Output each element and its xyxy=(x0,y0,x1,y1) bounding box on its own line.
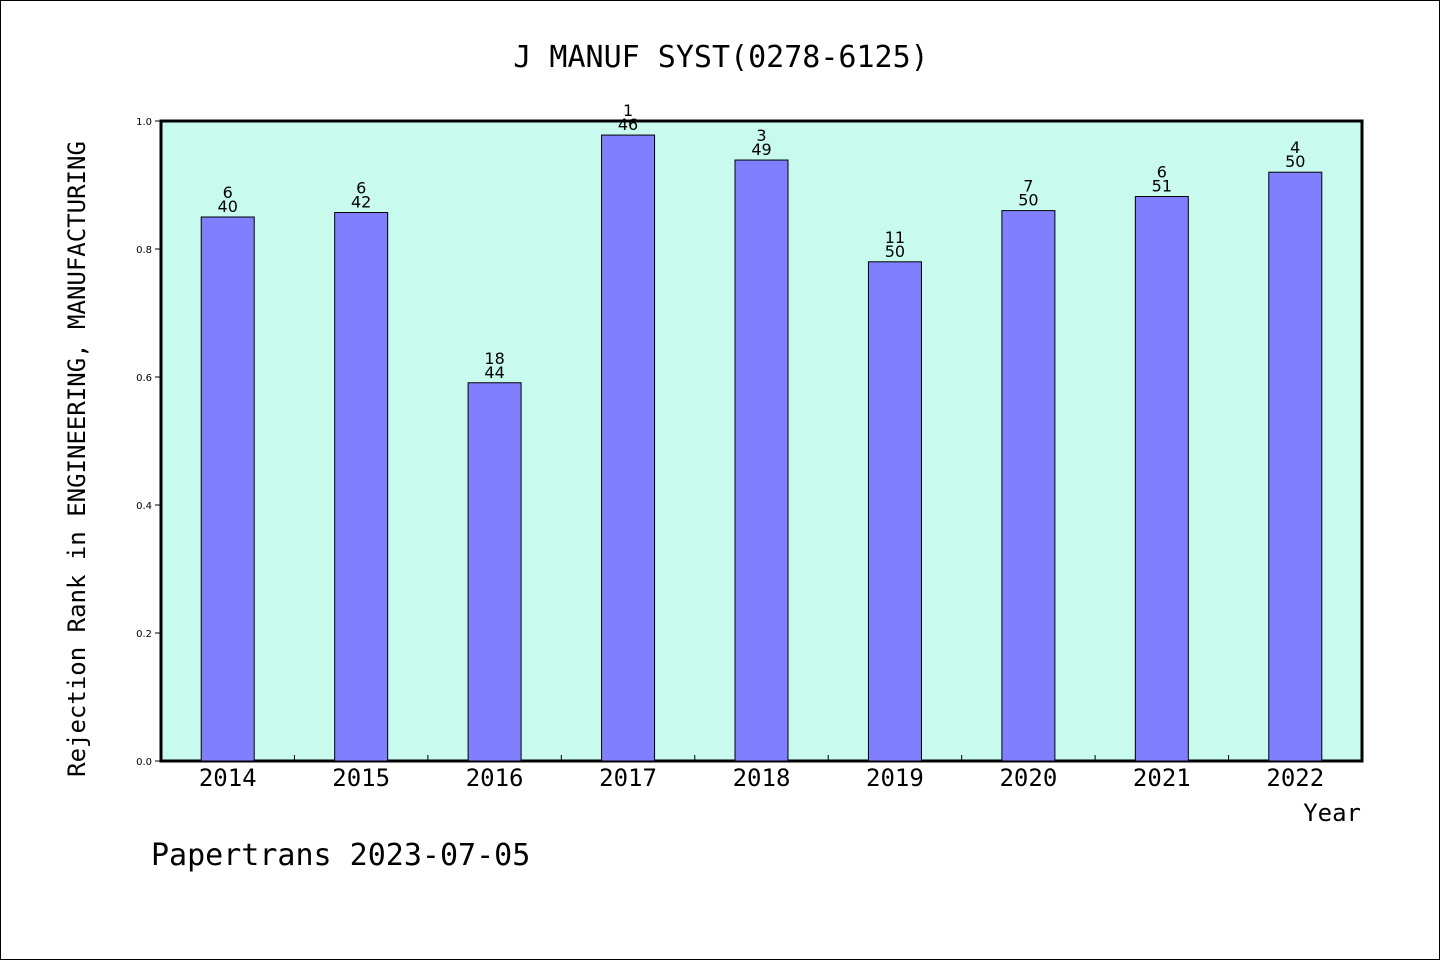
bar-rank-label: 6 xyxy=(223,183,233,202)
bar-total-label: 50 xyxy=(1285,152,1305,171)
chart-title: J MANUF SYST(0278-6125) xyxy=(513,40,928,75)
bar-rank-label: 6 xyxy=(1157,163,1167,182)
x-axis-ticks: 2014 2015 2016 2017 2018 2019 2020 2021 2022 xyxy=(199,755,1324,792)
bar-total-label: 49 xyxy=(751,140,771,159)
x-tick-label: 2014 xyxy=(199,764,257,792)
bar-total-label: 40 xyxy=(218,197,238,216)
y-tick-label: 1.0 xyxy=(136,117,152,128)
y-tick-label: 0.4 xyxy=(136,501,152,512)
bar-2022 xyxy=(1268,171,1323,762)
bar-rank-label: 7 xyxy=(1023,177,1033,196)
x-tick-label: 2019 xyxy=(866,764,924,792)
y-tick-label: 0.2 xyxy=(136,629,152,640)
y-tick-label: 0.8 xyxy=(136,245,152,256)
bar-2018 xyxy=(734,159,789,762)
bar-total-label: 50 xyxy=(1018,191,1038,210)
bar-total-label: 46 xyxy=(618,115,638,134)
bar-2019 xyxy=(867,261,922,762)
bar-2017 xyxy=(601,134,656,762)
y-tick-label: 0.0 xyxy=(136,757,152,768)
bar-total-label: 42 xyxy=(351,193,371,212)
bar-2014 xyxy=(200,216,255,762)
x-tick-label: 2022 xyxy=(1266,764,1324,792)
bar-group xyxy=(200,134,1323,762)
y-tick-label: 0.6 xyxy=(136,373,152,384)
y-axis-ticks: 0.0 0.2 0.4 0.6 0.8 1.0 xyxy=(136,117,161,768)
bar-2015 xyxy=(334,212,389,762)
bar-total-label: 51 xyxy=(1152,177,1172,196)
bar-rank-label: 11 xyxy=(885,228,905,247)
bar-2016 xyxy=(467,382,522,762)
bar-rank-label: 6 xyxy=(356,179,366,198)
x-tick-label: 2020 xyxy=(999,764,1057,792)
bar-rank-label: 3 xyxy=(756,126,766,145)
x-tick-label: 2018 xyxy=(733,764,791,792)
x-tick-label: 2015 xyxy=(332,764,390,792)
bar-rank-label: 4 xyxy=(1290,138,1300,157)
bar-total-label: 44 xyxy=(484,363,504,382)
x-tick-label: 2017 xyxy=(599,764,657,792)
bar-2020 xyxy=(1001,210,1056,762)
y-axis-label: Rejection Rank in ENGINEERING, MANUFACTU… xyxy=(63,141,91,777)
bar-rank-label: 18 xyxy=(484,349,504,368)
bar-total-label: 50 xyxy=(885,242,905,261)
footer-date-stamp: Papertrans 2023-07-05 xyxy=(151,838,530,873)
bar-2021 xyxy=(1134,196,1189,762)
x-axis-label: Year xyxy=(1303,799,1361,827)
x-tick-label: 2021 xyxy=(1133,764,1191,792)
bar-rank-label: 1 xyxy=(623,101,633,120)
x-tick-label: 2016 xyxy=(466,764,524,792)
